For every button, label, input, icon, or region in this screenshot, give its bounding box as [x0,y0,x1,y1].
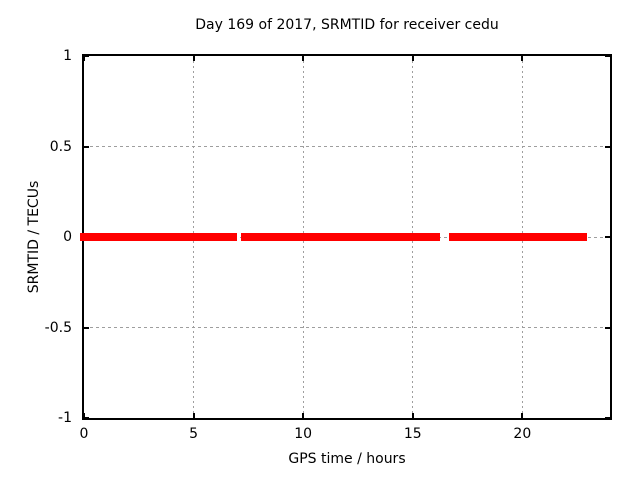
y-tick-label: -0.5 [44,319,72,336]
y-tick-label: -1 [58,410,72,426]
y-tick-mark [605,145,610,148]
x-tick-mark [83,413,85,418]
x-tick-mark [302,413,305,418]
x-tick-mark [521,413,524,418]
plot-area: 0 5 10 15 20 1 0.5 0 -0.5 -1 [45,48,612,442]
y-tick-mark [605,417,610,419]
data-segment [282,233,297,241]
x-axis-label: GPS time / hours [288,451,406,467]
data-segment [243,233,279,241]
data-point-marker [448,233,457,241]
y-tick-mark [605,326,610,329]
x-tick-label: 20 [513,426,532,442]
data-segment [451,233,588,241]
y-tick-label: 1 [63,48,72,64]
data-point-marker [277,233,286,241]
x-tick-mark [521,56,524,61]
data-segment [293,233,437,241]
x-tick-label: 10 [294,426,313,442]
x-tick-mark [83,56,85,61]
y-gridline [84,146,610,147]
data-point-marker [431,233,440,241]
x-tick-label: 5 [189,426,199,442]
x-tick-mark [411,413,414,418]
y-tick-mark [605,236,610,238]
y-tick-mark [84,326,89,329]
y-tick-label: 0 [63,229,72,245]
y-tick-mark [84,417,89,419]
x-tick-mark [411,56,414,61]
x-tick-label: 0 [79,426,89,442]
x-tick-mark [192,56,195,61]
y-tick-mark [605,55,610,57]
y-tick-label: 0.5 [49,138,72,155]
y-tick-mark [84,145,89,148]
data-point-marker [229,233,238,241]
y-gridline [84,327,610,328]
chart-title: Day 169 of 2017, SRMTID for receiver ced… [195,17,499,33]
data-point-marker [240,233,249,241]
x-tick-mark [302,56,305,61]
x-tick-label: 15 [403,426,422,442]
data-segment [80,233,234,241]
y-tick-mark [84,55,89,57]
x-tick-mark [192,413,195,418]
